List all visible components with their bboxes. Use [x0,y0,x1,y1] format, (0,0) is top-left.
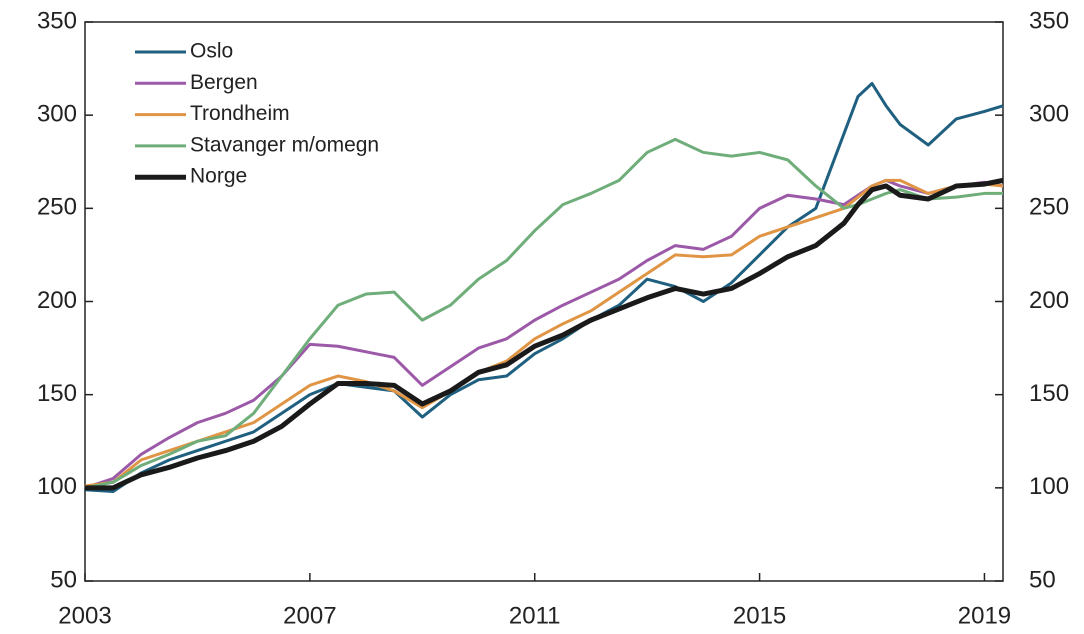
y2-tick-label: 250 [1029,194,1069,221]
y-tick-label: 200 [37,287,77,314]
y-tick-label: 100 [37,473,77,500]
y-tick-label: 50 [50,566,77,593]
y2-tick-label: 300 [1029,101,1069,128]
y-tick-label: 150 [37,380,77,407]
series-line [84,137,1003,490]
x-tick-label: 2015 [733,602,786,629]
y2-tick-label: 100 [1029,473,1069,500]
y2-tick-label: 50 [1029,566,1056,593]
y2-tick-label: 150 [1029,380,1069,407]
y-tick-label: 300 [37,101,77,128]
y2-tick-label: 350 [1029,7,1069,34]
x-tick-label: 2019 [958,602,1011,629]
x-tick-label: 2011 [509,602,561,629]
series-line [84,178,1004,488]
legend-label: Stavanger m/omegn [190,133,379,156]
y-tick-label: 250 [37,194,77,221]
x-tick-label: 2003 [58,602,111,629]
legend-label: Bergen [190,71,258,94]
series-line [85,177,1004,491]
legend-label: Oslo [190,40,233,63]
legend-label: Trondheim [190,102,290,125]
legend-label: Norge [190,165,247,188]
x-tick-label: 2007 [283,602,336,629]
y-tick-label: 350 [37,7,77,34]
y2-tick-label: 200 [1029,287,1069,314]
